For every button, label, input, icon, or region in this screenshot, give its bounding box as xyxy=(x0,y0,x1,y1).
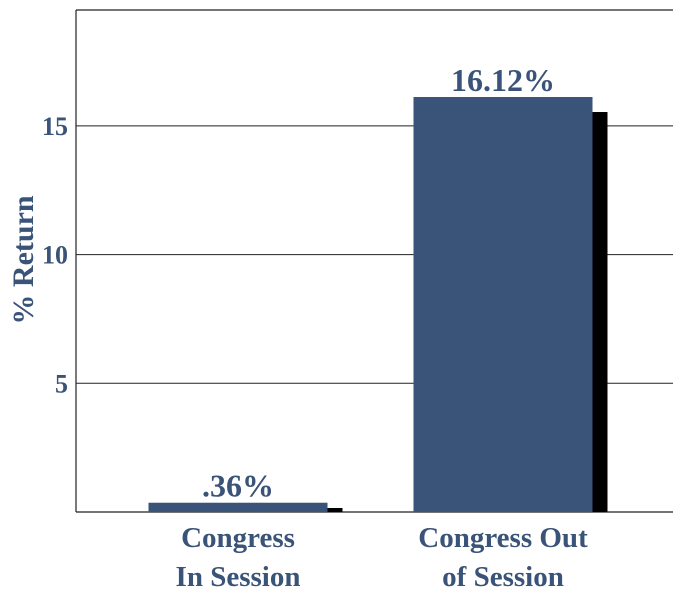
category-label: In Session xyxy=(176,561,301,592)
y-tick-label: 5 xyxy=(55,369,68,398)
category-label: Congress xyxy=(181,522,295,554)
category-labels: Congress In Session Congress Out of Session xyxy=(176,522,589,592)
bar xyxy=(148,502,328,512)
category-label: of Session xyxy=(442,561,564,592)
y-tick-label: 15 xyxy=(42,112,68,141)
bar xyxy=(413,97,593,512)
data-labels: .36% 16.12% xyxy=(202,62,555,504)
y-axis-title: % Return xyxy=(7,195,40,324)
data-label: .36% xyxy=(202,468,274,504)
y-tick-label: 10 xyxy=(42,241,68,270)
bars xyxy=(148,97,608,512)
category-label: Congress Out xyxy=(418,522,588,554)
y-tick-labels: 5 10 15 xyxy=(42,112,68,398)
data-label: 16.12% xyxy=(451,62,555,98)
